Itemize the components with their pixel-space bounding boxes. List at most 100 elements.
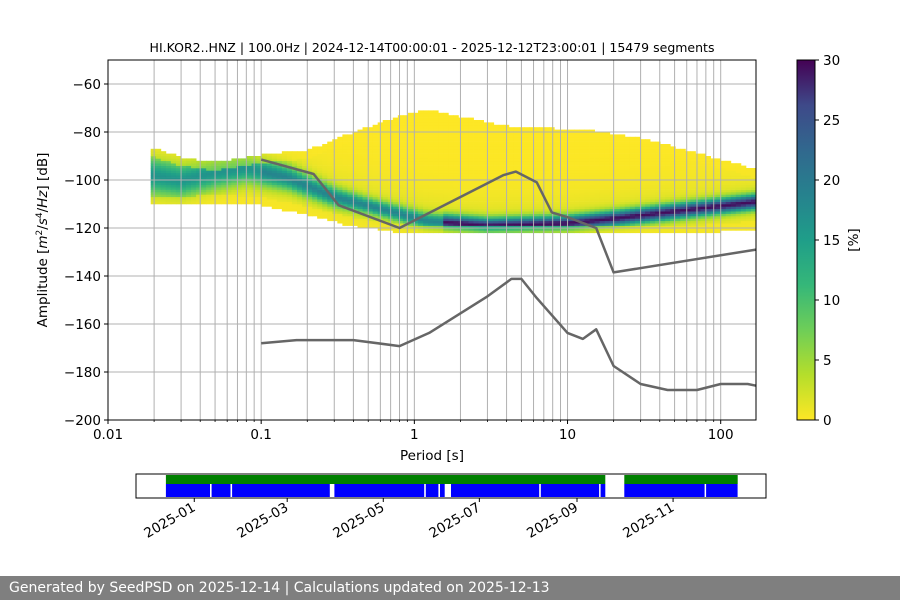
heatmap-cell bbox=[317, 189, 323, 193]
heatmap-cell bbox=[619, 177, 626, 181]
coverage-bar bbox=[624, 475, 738, 484]
heatmap-cell bbox=[614, 146, 621, 150]
heatmap-cell bbox=[645, 201, 651, 205]
heatmap-cell bbox=[609, 189, 616, 193]
heatmap-cell bbox=[332, 177, 338, 181]
heatmap-cell bbox=[458, 139, 464, 142]
heatmap-cell bbox=[695, 208, 701, 212]
heatmap-cell bbox=[357, 182, 363, 186]
heatmap-cell bbox=[418, 175, 424, 178]
heatmap-cell bbox=[619, 158, 626, 162]
heatmap-cell bbox=[650, 192, 656, 195]
heatmap-cell bbox=[433, 184, 439, 188]
heatmap-cell bbox=[619, 208, 626, 212]
heatmap-cell bbox=[438, 158, 444, 162]
heatmap-cell bbox=[695, 187, 701, 190]
heatmap-cell bbox=[418, 182, 424, 186]
heatmap-cell bbox=[196, 165, 202, 169]
heatmap-cell bbox=[670, 189, 676, 193]
heatmap-cell bbox=[529, 192, 535, 195]
heatmap-cell bbox=[544, 204, 550, 207]
heatmap-cell bbox=[665, 199, 671, 202]
heatmap-cell bbox=[629, 230, 636, 234]
heatmap-cell bbox=[438, 134, 444, 138]
heatmap-cell bbox=[160, 165, 167, 169]
heatmap-cell bbox=[614, 165, 621, 169]
heatmap-cell bbox=[508, 132, 515, 135]
heatmap-cell bbox=[624, 163, 631, 166]
heatmap-cell bbox=[322, 206, 328, 210]
heatmap-cell bbox=[594, 206, 601, 210]
heatmap-cell bbox=[579, 129, 585, 133]
heatmap-cell bbox=[332, 211, 338, 214]
heatmap-cell bbox=[453, 223, 459, 226]
heatmap-cell bbox=[347, 136, 353, 140]
heatmap-cell bbox=[730, 218, 737, 222]
heatmap-cell bbox=[529, 134, 535, 138]
heatmap-cell bbox=[231, 189, 237, 193]
heatmap-cell bbox=[332, 148, 338, 152]
heatmap-cell bbox=[413, 163, 419, 166]
heatmap-cell bbox=[428, 170, 434, 174]
heatmap-cell bbox=[463, 146, 469, 150]
heatmap-cell bbox=[407, 204, 414, 207]
heatmap-cell bbox=[589, 211, 595, 214]
heatmap-cell bbox=[433, 220, 439, 224]
heatmap-cell bbox=[705, 204, 711, 207]
heatmap-cell bbox=[660, 230, 666, 234]
heatmap-cell bbox=[443, 187, 449, 190]
heatmap-cell bbox=[428, 208, 434, 212]
heatmap-cell bbox=[523, 180, 530, 183]
heatmap-cell bbox=[529, 189, 535, 193]
heatmap-cell bbox=[428, 180, 434, 183]
heatmap-cell bbox=[357, 141, 363, 145]
heatmap-cell bbox=[458, 170, 464, 174]
heatmap-cell bbox=[261, 187, 268, 190]
heatmap-cell bbox=[423, 112, 429, 116]
heatmap-cell bbox=[655, 156, 661, 159]
heatmap-cell bbox=[609, 182, 616, 186]
heatmap-cell bbox=[523, 177, 530, 181]
heatmap-cell bbox=[705, 211, 711, 214]
heatmap-cell bbox=[634, 206, 641, 210]
heatmap-cell bbox=[342, 163, 348, 166]
heatmap-cell bbox=[604, 134, 611, 138]
noise-model-low-curve bbox=[261, 277, 757, 392]
heatmap-cell bbox=[362, 208, 368, 212]
heatmap-cell bbox=[488, 127, 495, 130]
heatmap-cell bbox=[352, 156, 358, 159]
heatmap-cell bbox=[312, 199, 318, 202]
heatmap-cell bbox=[428, 148, 434, 152]
heatmap-cell bbox=[619, 225, 626, 229]
heatmap-cell bbox=[261, 189, 268, 193]
heatmap-cell bbox=[498, 182, 505, 186]
heatmap-cell bbox=[639, 180, 646, 183]
heatmap-cell bbox=[433, 213, 439, 217]
heatmap-cell bbox=[291, 187, 298, 190]
heatmap-cell bbox=[660, 194, 666, 198]
heatmap-cell bbox=[705, 208, 711, 212]
heatmap-cell bbox=[342, 156, 348, 159]
heatmap-cell bbox=[418, 180, 424, 183]
heatmap-cell bbox=[544, 196, 550, 200]
heatmap-cell bbox=[513, 199, 520, 202]
heatmap-cell bbox=[488, 168, 495, 171]
heatmap-cell bbox=[423, 158, 429, 162]
heatmap-cell bbox=[342, 158, 348, 162]
heatmap-cell bbox=[337, 211, 343, 214]
heatmap-cell bbox=[534, 170, 540, 174]
heatmap-cell bbox=[362, 141, 368, 145]
heatmap-cell bbox=[352, 139, 358, 142]
heatmap-cell bbox=[675, 168, 681, 171]
heatmap-cell bbox=[397, 218, 404, 222]
heatmap-cell bbox=[549, 230, 555, 234]
heatmap-cell bbox=[362, 151, 368, 154]
heatmap-cell bbox=[352, 146, 358, 150]
heatmap-cell bbox=[690, 180, 696, 183]
heatmap-cell bbox=[599, 148, 606, 152]
heatmap-cell bbox=[534, 206, 540, 210]
heatmap-cell bbox=[725, 165, 732, 169]
heatmap-cell bbox=[337, 180, 343, 183]
heatmap-cell bbox=[478, 225, 485, 229]
heatmap-cell bbox=[367, 141, 374, 145]
